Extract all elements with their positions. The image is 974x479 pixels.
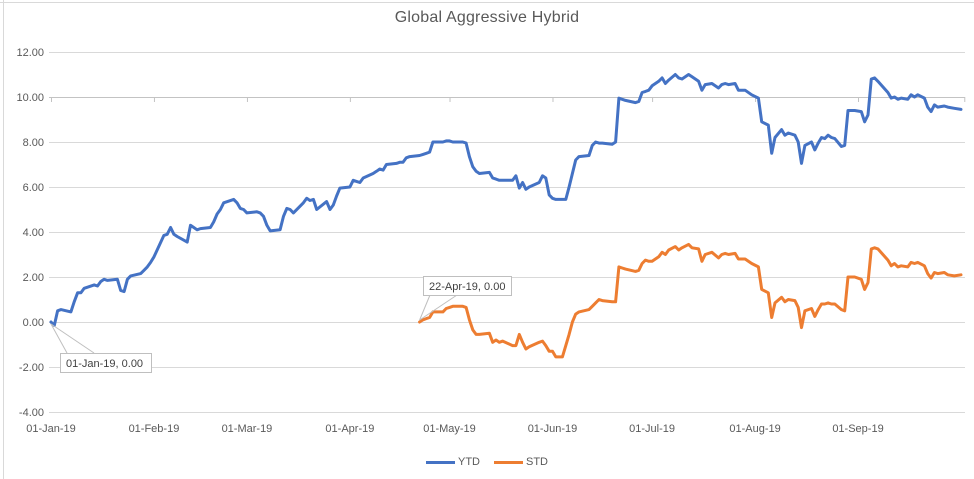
x-axis-tick-label: 01-Jun-19 [528,423,578,435]
y-axis-tick-label: 6.00 [23,182,44,194]
y-axis-tick-label: 8.00 [23,137,44,149]
annotation-label-box[interactable] [60,353,152,373]
annotation-label-text: 22-Apr-19, 0.00 [429,281,505,293]
y-axis-tick-label: 2.00 [23,272,44,284]
window-border-top [0,2,974,3]
annotation-leader-line [419,294,458,321]
annotation-leader-line [50,323,68,354]
x-axis-tick-label: 01-Mar-19 [222,423,273,435]
legend-label-std: STD [526,456,548,468]
ytd-series-swatch [426,460,455,464]
x-axis-tick-label: 01-Apr-19 [325,423,374,435]
x-axis-tick-label: 01-Jul-19 [629,423,675,435]
annotation-label-text: 01-Jan-19, 0.00 [66,358,143,370]
legend-label-ytd: YTD [458,456,480,468]
x-axis-tick-label: 01-Sep-19 [832,423,883,435]
y-axis-tick-label: 10.00 [16,92,44,104]
annotation-label-box[interactable] [423,276,512,296]
y-axis-tick-label: 4.00 [23,227,44,239]
std-series-line[interactable] [418,242,963,359]
chart-legend: YTD STD [0,452,974,472]
x-axis-tick-label: 01-May-19 [423,423,476,435]
y-axis-tick-label: 0.00 [23,317,44,329]
window-border-left [3,0,4,479]
y-axis-tick-label: -4.00 [19,407,44,419]
legend-item-ytd[interactable]: YTD [426,456,480,468]
y-axis-tick-label: -2.00 [19,362,44,374]
std-series-swatch [494,460,523,464]
x-axis-tick-label: 01-Aug-19 [729,423,780,435]
chart-title: Global Aggressive Hybrid [394,9,580,26]
x-axis-tick-label: 01-Jan-19 [26,423,76,435]
ytd-series-line[interactable] [49,73,963,327]
annotation-leader-line [50,323,95,354]
annotation-leader-line [419,294,431,321]
legend-item-std[interactable]: STD [494,456,548,468]
y-axis-tick-label: 12.00 [16,47,44,59]
x-axis-tick-label: 01-Feb-19 [129,423,180,435]
